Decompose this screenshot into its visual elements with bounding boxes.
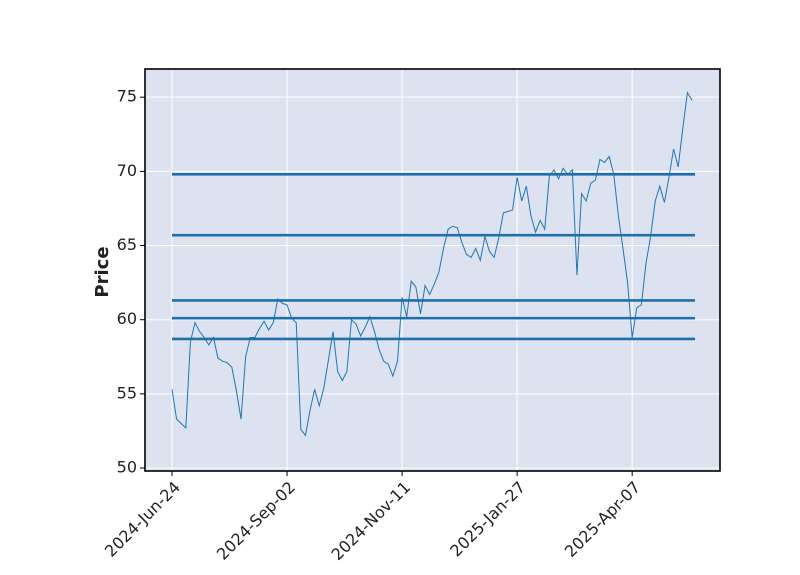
y-tick-label: 65 xyxy=(117,235,137,254)
axes-frame xyxy=(144,68,721,472)
y-tick-label: 75 xyxy=(117,87,137,106)
y-axis-label: Price xyxy=(92,246,113,297)
x-tick-label: 2024-Sep-02 xyxy=(213,478,299,564)
x-tick-label: 2024-Jun-24 xyxy=(101,478,184,561)
y-tick-label: 60 xyxy=(117,309,137,328)
y-tick-label: 55 xyxy=(117,383,137,402)
price-line xyxy=(171,91,693,437)
x-tick-label: 2024-Nov-11 xyxy=(328,478,415,565)
plot-area xyxy=(145,69,720,471)
y-tick-label: 70 xyxy=(117,161,137,180)
x-tick-label: 2025-Apr-07 xyxy=(561,478,644,561)
x-tick-label: 2025-Jan-27 xyxy=(446,478,529,561)
y-tick-label: 50 xyxy=(117,458,137,477)
